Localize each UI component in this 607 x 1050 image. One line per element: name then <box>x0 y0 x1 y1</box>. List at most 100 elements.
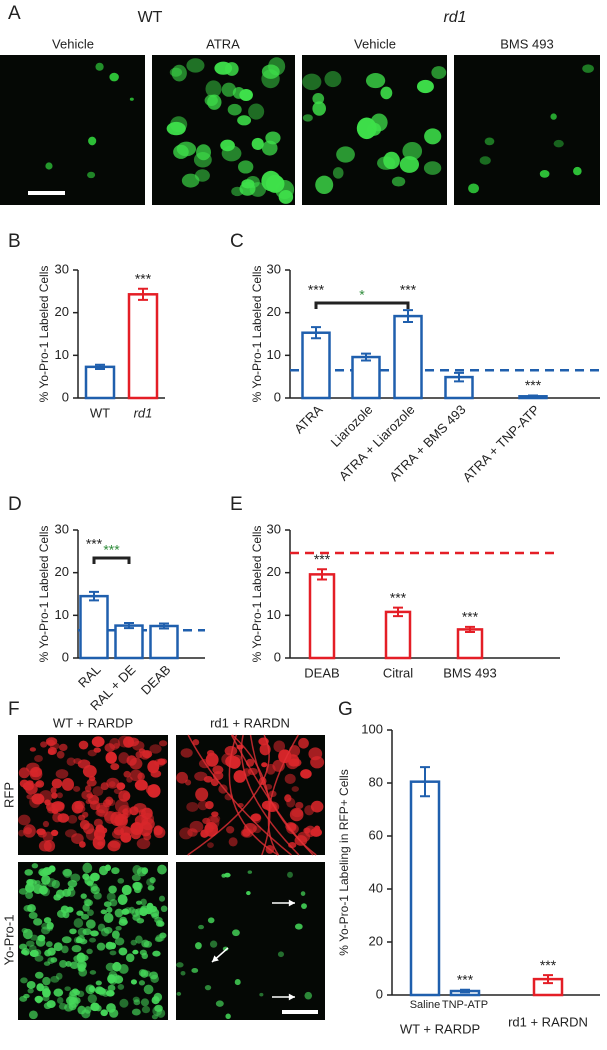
cell <box>221 82 237 97</box>
y-axis-label: % Yo-Pro-1 Labeled Cells <box>250 526 264 663</box>
cell <box>38 840 52 852</box>
cell <box>145 785 156 795</box>
y-tick-label: 20 <box>55 304 69 319</box>
cell <box>380 86 393 100</box>
y-axis-label: % Yo-Pro-1 Labeled Cells <box>37 526 51 663</box>
cell <box>122 792 131 801</box>
cell <box>265 131 281 145</box>
y-tick-label: 20 <box>267 304 281 319</box>
cell <box>26 762 40 773</box>
cell <box>70 873 81 882</box>
bar <box>301 331 331 400</box>
image-label: ATRA <box>206 36 240 51</box>
error-bar <box>361 352 371 362</box>
cell <box>34 955 44 962</box>
cell <box>111 973 120 981</box>
cell <box>65 829 77 838</box>
cell <box>89 775 96 782</box>
cell <box>37 830 47 838</box>
cell <box>78 963 86 972</box>
y-axis-label: % Yo-Pro-1 Labeling in RFP+ Cells <box>337 769 351 955</box>
cell <box>133 886 142 894</box>
cell <box>147 885 155 891</box>
cell <box>25 780 34 786</box>
cell <box>237 160 254 174</box>
panel-label: A <box>8 3 21 24</box>
cell <box>249 182 267 197</box>
cell <box>94 986 105 995</box>
cell <box>151 1014 158 1020</box>
image-label: Vehicle <box>52 36 94 51</box>
cell <box>109 839 122 849</box>
cell <box>33 884 43 894</box>
cell <box>31 793 45 805</box>
cell <box>146 902 154 910</box>
cell <box>582 64 594 73</box>
cell <box>61 936 72 944</box>
cell <box>479 156 491 165</box>
cell <box>197 800 209 811</box>
y-tick-label: 30 <box>55 261 69 276</box>
cell <box>66 757 76 766</box>
cell <box>118 963 129 974</box>
fiber <box>228 734 279 856</box>
cell <box>109 72 119 82</box>
cell <box>149 744 162 754</box>
cell <box>67 879 78 888</box>
image-label: BMS 493 <box>500 36 553 51</box>
group-label: rd1 <box>443 9 466 26</box>
cell <box>131 1008 141 1016</box>
cell <box>123 770 131 778</box>
cell <box>89 970 97 975</box>
cell <box>100 1009 108 1017</box>
cell <box>41 887 50 897</box>
cell <box>26 879 34 886</box>
cell <box>292 758 302 767</box>
error-bar <box>528 394 538 399</box>
cell <box>157 864 167 875</box>
cell <box>119 916 127 924</box>
cell <box>29 747 37 752</box>
cell <box>78 740 89 750</box>
cell <box>88 985 95 993</box>
cell <box>95 980 102 986</box>
cell <box>76 952 86 963</box>
cell <box>204 984 212 991</box>
cell <box>184 779 192 786</box>
cell <box>84 785 92 793</box>
cell <box>71 944 82 953</box>
cell <box>69 961 79 969</box>
cell <box>149 971 159 980</box>
cell <box>46 921 54 930</box>
cell <box>55 972 63 980</box>
cell <box>47 746 57 755</box>
cell <box>209 940 218 948</box>
cell <box>151 913 160 919</box>
cell <box>132 996 140 1003</box>
cell <box>73 758 82 765</box>
cell <box>86 778 97 787</box>
cell <box>92 835 106 850</box>
bar <box>409 780 441 997</box>
bracket-label: *** <box>103 542 120 558</box>
cell <box>573 166 582 176</box>
error-bar <box>460 988 470 994</box>
cell <box>53 942 63 952</box>
cell <box>210 814 221 823</box>
significance: *** <box>390 589 407 605</box>
cell <box>224 793 233 801</box>
cell <box>46 1000 56 1008</box>
y-tick-label: 100 <box>361 721 383 736</box>
cell <box>284 773 296 785</box>
cell <box>92 786 104 797</box>
cell <box>153 825 163 836</box>
bar <box>351 355 381 400</box>
cell <box>136 917 145 924</box>
y-tick-label: 20 <box>267 564 281 579</box>
cell <box>74 800 85 810</box>
cell <box>277 951 285 958</box>
cell <box>111 930 120 939</box>
cell <box>35 937 46 947</box>
cell <box>81 1009 91 1019</box>
